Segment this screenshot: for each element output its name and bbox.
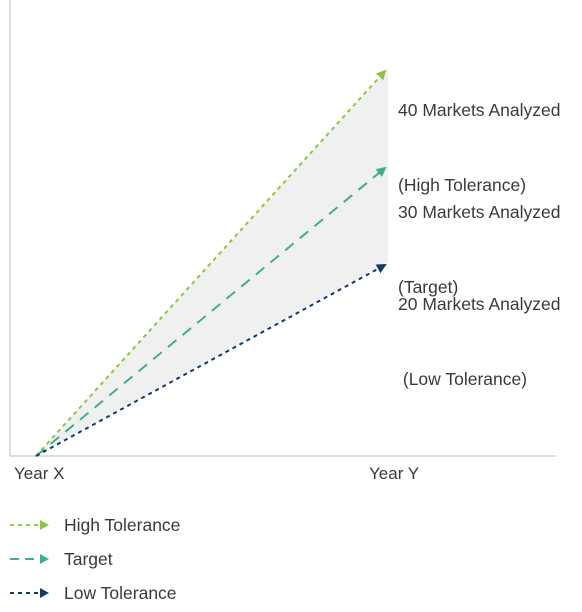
- annotation-low: 20 Markets Analyzed (Low Tolerance): [398, 242, 560, 417]
- legend-label-low-tolerance: Low Tolerance: [64, 582, 177, 603]
- legend-swatch-low-tolerance: [10, 588, 49, 598]
- annotation-target-line1: 30 Markets Analyzed: [398, 202, 561, 222]
- legend-item-high-tolerance: High Tolerance: [8, 513, 180, 537]
- plot-area: [9, 0, 556, 457]
- tolerance-band: [36, 68, 388, 456]
- legend-swatch-high-tolerance: [10, 520, 49, 530]
- legend-item-target: Target: [8, 547, 113, 571]
- annotation-target: 30 Markets Analyzed (Target): [398, 150, 560, 325]
- legend-label-high-tolerance: High Tolerance: [64, 514, 181, 535]
- annotation-low-line2: (Low Tolerance): [398, 369, 528, 389]
- series-line-high: [35, 69, 387, 457]
- legend-swatch-target: [10, 554, 49, 564]
- x-tick-label-year-y: Year Y: [369, 464, 420, 483]
- legend-item-low-tolerance: Low Tolerance: [8, 581, 177, 605]
- annotation-target-line2: (Target): [398, 277, 459, 297]
- annotation-high-line2: (High Tolerance): [398, 175, 527, 195]
- annotation-low-line1: 20 Markets Analyzed: [398, 294, 561, 314]
- annotation-high: 40 Markets Analyzed (High Tolerance): [398, 48, 560, 223]
- series-line-low: [35, 264, 387, 457]
- annotation-high-line1: 40 Markets Analyzed: [398, 100, 561, 120]
- legend-label-target: Target: [64, 548, 113, 569]
- x-tick-label-year-x: Year X: [14, 464, 65, 483]
